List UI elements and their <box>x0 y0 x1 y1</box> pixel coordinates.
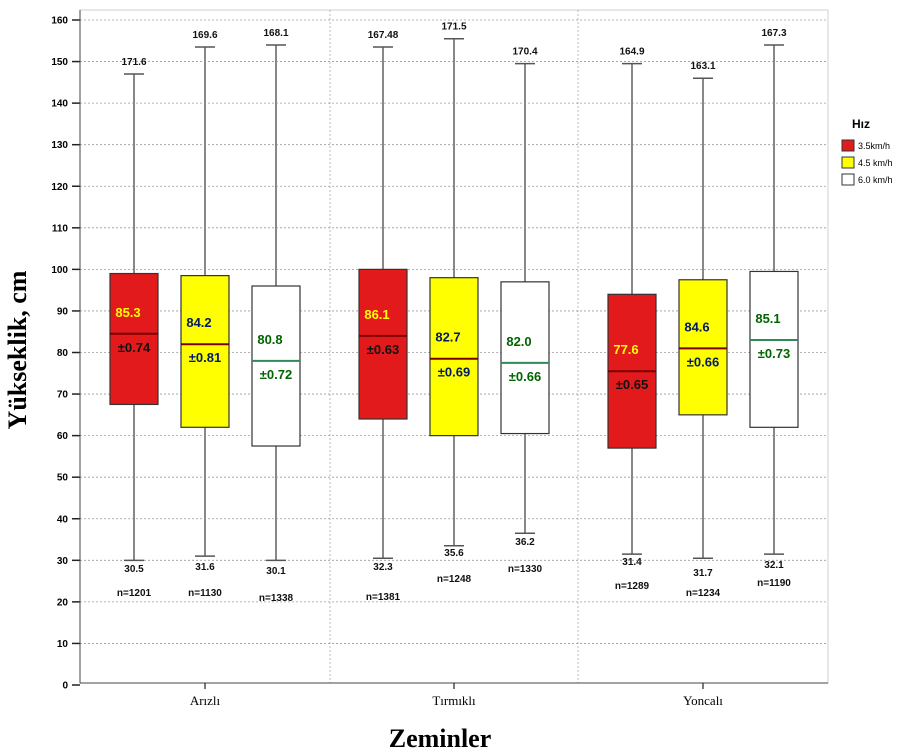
se-label: ±0.69 <box>438 365 470 380</box>
category-label: Tırmıklı <box>432 693 476 708</box>
se-label: ±0.81 <box>189 350 221 365</box>
y-axis-title: Yükseklik, cm <box>3 270 32 429</box>
y-tick-label: 10 <box>57 639 69 650</box>
legend-title: Hız <box>852 117 870 131</box>
n-label: n=1201 <box>117 588 152 599</box>
n-label: n=1190 <box>757 578 791 589</box>
max-label: 170.4 <box>512 47 537 58</box>
mean-label: 77.6 <box>613 342 638 357</box>
mean-label: 85.3 <box>115 305 140 320</box>
box <box>429 277 479 437</box>
y-tick-label: 110 <box>52 223 69 234</box>
min-label: 31.6 <box>195 562 215 573</box>
y-tick-label: 150 <box>51 57 68 68</box>
y-tick-label: 30 <box>57 556 69 567</box>
n-label: n=1338 <box>259 593 294 604</box>
boxes-layer: 85.3 ±0.74 171.6 84.2 ±0.81 169.6 80.8 ±0.72 168… <box>109 22 799 604</box>
n-label: n=1289 <box>615 581 650 592</box>
box <box>180 275 230 428</box>
category-label: Arızlı <box>190 693 221 708</box>
box <box>109 272 159 406</box>
mean-label: 84.2 <box>186 315 211 330</box>
legend-label: 4.5 km/h <box>858 158 893 168</box>
min-label: 32.1 <box>764 560 784 571</box>
y-tick-label: 0 <box>62 681 68 692</box>
max-label: 167.3 <box>761 28 786 39</box>
min-label: 35.6 <box>444 548 464 559</box>
y-tick-label: 140 <box>51 99 68 110</box>
n-label: n=1330 <box>508 564 543 575</box>
box <box>500 281 550 435</box>
n-label: n=1248 <box>437 574 472 585</box>
y-tick-label: 90 <box>57 306 69 317</box>
se-label: ±0.63 <box>367 342 399 357</box>
legend-label: 3.5km/h <box>858 141 890 151</box>
y-tick-label: 40 <box>57 514 69 525</box>
y-tick-label: 50 <box>57 473 69 484</box>
min-label: 32.3 <box>373 562 393 573</box>
legend: Hız 3.5km/h 4.5 km/h 6.0 km/h <box>841 117 893 186</box>
box <box>678 279 728 416</box>
max-label: 163.1 <box>690 61 715 72</box>
x-axis: Arızlı Tırmıklı Yoncalı <box>80 682 828 708</box>
se-label: ±0.72 <box>260 367 292 382</box>
mean-label: 82.0 <box>506 334 531 349</box>
box <box>749 270 799 428</box>
min-label: 36.2 <box>515 537 535 548</box>
max-label: 164.9 <box>619 47 644 58</box>
se-label: ±0.74 <box>118 340 151 355</box>
legend-swatch <box>841 173 855 186</box>
max-label: 168.1 <box>263 28 288 39</box>
box <box>358 268 408 420</box>
legend-swatch <box>841 156 855 169</box>
n-label: n=1130 <box>188 588 222 599</box>
min-label: 30.5 <box>124 564 144 575</box>
max-label: 167.48 <box>368 30 399 41</box>
n-label: n=1381 <box>366 592 401 603</box>
mean-label: 84.6 <box>684 319 709 334</box>
max-label: 171.6 <box>121 57 146 68</box>
y-tick-label: 70 <box>57 390 69 401</box>
y-tick-label: 120 <box>51 182 68 193</box>
max-label: 171.5 <box>441 22 466 33</box>
se-label: ±0.65 <box>616 377 648 392</box>
y-tick-label: 80 <box>57 348 69 359</box>
mean-label: 80.8 <box>257 332 282 347</box>
mean-label: 86.1 <box>364 307 389 322</box>
se-label: ±0.66 <box>509 369 541 384</box>
min-label: 31.4 <box>622 557 642 568</box>
y-tick-label: 60 <box>57 431 69 442</box>
min-label: 31.7 <box>693 568 713 579</box>
min-label: 30.1 <box>266 566 286 577</box>
legend-label: 6.0 km/h <box>858 175 893 185</box>
y-tick-label: 130 <box>51 140 68 151</box>
y-tick-label: 160 <box>51 16 68 27</box>
mean-label: 85.1 <box>755 311 780 326</box>
legend-swatch <box>841 139 855 152</box>
box <box>251 285 301 447</box>
y-tick-label: 20 <box>57 597 69 608</box>
mean-label: 82.7 <box>435 330 460 345</box>
x-axis-title: Zeminler <box>389 724 492 753</box>
y-axis: 0 10 20 30 40 50 60 70 80 90 100 110 120 130 140 150 160 <box>51 10 81 692</box>
se-label: ±0.66 <box>687 354 719 369</box>
n-label: n=1234 <box>686 588 721 599</box>
y-tick-label: 100 <box>51 265 68 276</box>
se-label: ±0.73 <box>758 346 790 361</box>
category-label: Yoncalı <box>683 693 723 708</box>
max-label: 169.6 <box>192 30 217 41</box>
